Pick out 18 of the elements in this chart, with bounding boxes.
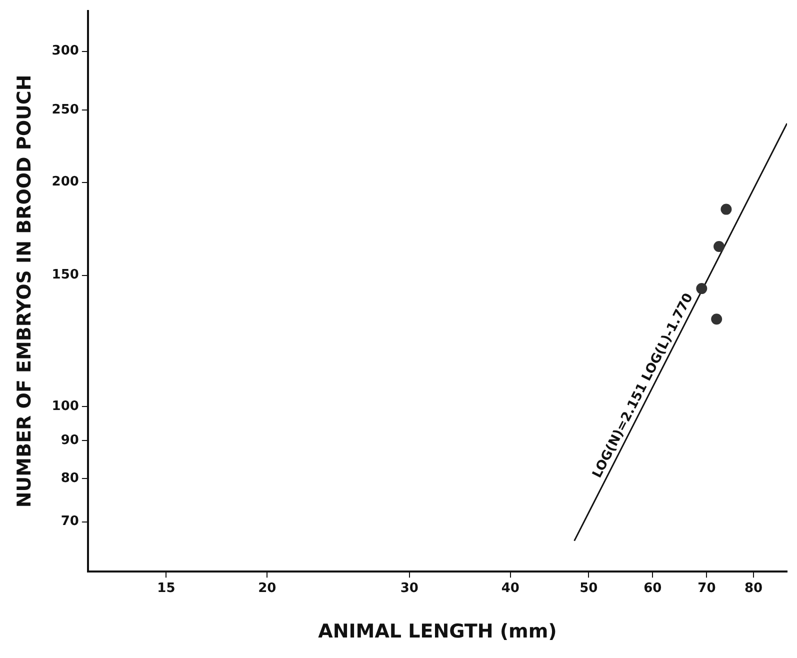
x-tick-label: 15	[157, 580, 176, 596]
x-axis-title: ANIMAL LENGTH (mm)	[318, 620, 557, 643]
x-tick-label: 80	[744, 580, 763, 596]
y-axis-title: NUMBER OF EMBRYOS IN BROOD POUCH	[13, 74, 36, 508]
y-tick-label: 90	[60, 432, 79, 448]
y-tick-label: 300	[52, 44, 79, 59]
y-tick-label: 80	[60, 470, 79, 486]
x-tick-label: 40	[501, 580, 520, 596]
x-tick-label: 30	[400, 580, 418, 596]
y-tick-label: 250	[52, 102, 79, 118]
y-tick-label: 70	[60, 514, 79, 530]
x-tick-label: 70	[698, 580, 716, 596]
y-tick-label: 200	[52, 174, 79, 190]
x-tick-label: 50	[580, 580, 598, 596]
x-tick-label: 60	[644, 580, 662, 596]
y-tick-label: 100	[52, 398, 79, 414]
x-tick-label: 20	[258, 580, 276, 596]
y-tick-label: 150	[52, 268, 79, 283]
